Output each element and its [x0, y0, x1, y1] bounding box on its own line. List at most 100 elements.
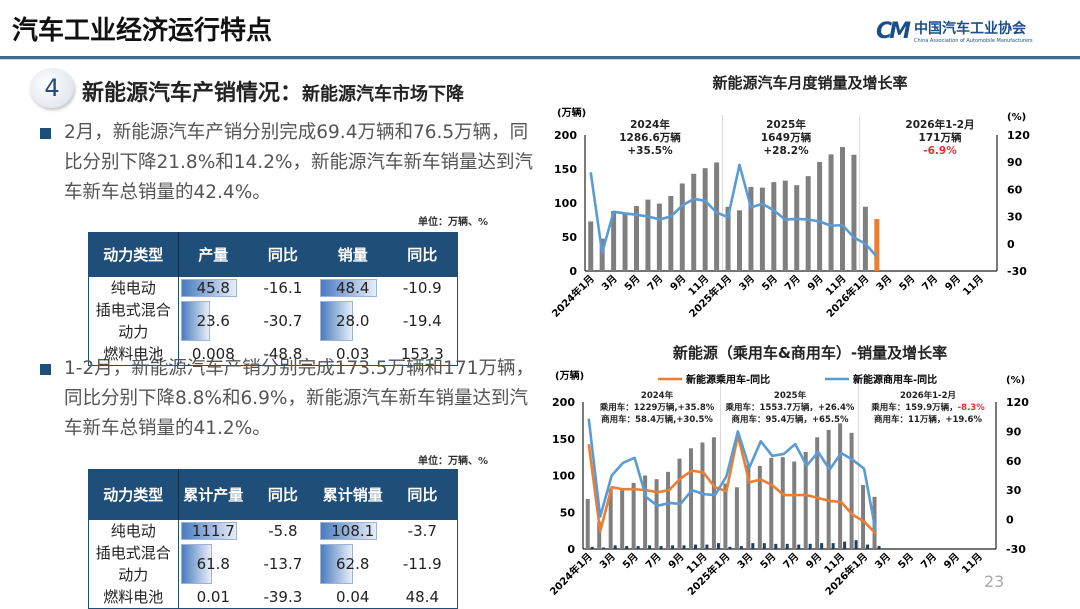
left-tick-label: 200	[552, 396, 575, 409]
left-tick-label: 150	[554, 163, 577, 176]
chart-annotation: 商用车：95.4万辆，+65.5%	[731, 414, 849, 425]
bar	[586, 499, 590, 549]
chart-annotation: 商用车：11万辆，+19.6%	[874, 414, 982, 425]
left-axis-unit: (万辆)	[555, 369, 584, 382]
cell-value: -11.9	[403, 555, 442, 573]
x-tick-label: 5月	[620, 551, 640, 571]
bar	[689, 448, 693, 549]
bar	[625, 546, 628, 549]
x-tick-label: 5月	[622, 273, 642, 293]
table-cell: 28.0	[318, 299, 388, 343]
bar	[655, 479, 659, 549]
section-title: 新能源汽车产销情况：	[82, 81, 302, 106]
table-cell: 0.04	[318, 586, 388, 609]
cell-value: 48.4	[406, 588, 439, 606]
cell-value: 48.4	[336, 279, 369, 297]
x-tick-label: 3月	[597, 551, 617, 571]
cell-value: -5.8	[268, 522, 297, 540]
table-header-row: 动力类型累计产量同比累计销量同比	[89, 470, 458, 520]
x-tick-label: 9月	[804, 551, 824, 571]
left-tick-label: 100	[552, 470, 575, 483]
left-axis-unit: (万辆)	[557, 106, 586, 119]
x-tick-label: 5月	[896, 551, 916, 571]
table-header-cell: 动力类型	[89, 470, 179, 520]
cell-value: 纯电动	[111, 279, 156, 297]
bar	[792, 462, 796, 549]
chart-annotation: 2025年	[766, 118, 806, 131]
bar	[783, 181, 788, 271]
right-tick-label: 120	[1006, 396, 1029, 409]
section-heading: 新能源汽车产销情况：新能源汽车市场下降	[82, 75, 464, 107]
bar	[705, 545, 708, 549]
table-header-cell: 同比	[388, 470, 458, 520]
bar	[614, 545, 617, 549]
logo-mark-icon: CM	[876, 19, 908, 44]
table-header-cell: 累计销量	[318, 470, 388, 520]
bullet-square-icon	[40, 364, 51, 375]
table-cell: 纯电动	[89, 520, 179, 542]
x-tick-label: 9月	[941, 551, 961, 571]
bar	[751, 543, 754, 549]
table-cell: 23.6	[178, 299, 248, 343]
table-cell: -39.3	[248, 586, 318, 609]
bar	[680, 183, 685, 271]
right-tick-label: -30	[1007, 265, 1027, 278]
bar	[763, 543, 766, 549]
table-unit: 单位：万辆、%	[418, 452, 488, 467]
table-cell: -10.9	[388, 277, 458, 299]
chart-annotation: +28.2%	[763, 145, 809, 157]
cell-value: -13.7	[263, 555, 302, 573]
bar	[668, 196, 673, 271]
bar	[827, 430, 831, 549]
x-tick-label: 7月	[920, 273, 940, 293]
bar	[740, 546, 743, 549]
left-tick-label: 50	[562, 231, 578, 244]
bar	[637, 546, 640, 549]
growth-line	[591, 165, 877, 257]
bullet-text: 1-2月，新能源汽车产销分别完成173.5万辆和171万辆，同比分别下降8.8%…	[64, 358, 534, 439]
x-tick-label: 9月	[666, 551, 686, 571]
right-tick-label: 0	[1006, 514, 1014, 527]
x-tick-label: 9月	[943, 273, 963, 293]
bar	[771, 182, 776, 271]
right-tick-label: 60	[1007, 183, 1023, 196]
bar	[781, 457, 785, 549]
cell-value: 0.01	[197, 588, 230, 606]
bar	[620, 490, 624, 549]
bar	[723, 484, 727, 549]
bar	[683, 545, 686, 549]
x-tick-label: 7月	[919, 551, 939, 571]
x-tick-label: 9月	[668, 273, 688, 293]
bar	[809, 544, 812, 549]
bar	[657, 204, 662, 271]
table-cell: 62.8	[318, 542, 388, 586]
right-axis-unit: (%)	[1007, 112, 1026, 123]
cell-value: 0.03	[336, 345, 369, 363]
bar	[851, 155, 856, 271]
right-tick-label: 30	[1007, 211, 1023, 224]
cell-value: 0.04	[336, 588, 369, 606]
table-cell: 插电式混合动力	[89, 299, 179, 343]
bullet-square-icon	[40, 128, 51, 139]
logo-cn: 中国汽车工业协会	[914, 18, 1033, 38]
x-tick-label: 3月	[874, 273, 894, 293]
right-tick-label: 120	[1007, 129, 1030, 142]
bar	[760, 188, 765, 271]
x-tick-label: 5月	[759, 273, 779, 293]
cell-value: 45.8	[197, 279, 230, 297]
legend-label: 新能源乘用车-同比	[686, 373, 770, 386]
bar	[878, 546, 881, 549]
x-tick-label: 5月	[758, 551, 778, 571]
table-cell: 48.4	[318, 277, 388, 299]
chart-annotation: 2025年	[774, 390, 807, 401]
bar	[794, 185, 799, 271]
title-divider-light	[0, 59, 1080, 60]
table-header-cell: 产量	[178, 233, 248, 277]
table-cell: 纯电动	[89, 277, 179, 299]
x-tick-label: 7月	[645, 273, 665, 293]
bar	[806, 176, 811, 271]
